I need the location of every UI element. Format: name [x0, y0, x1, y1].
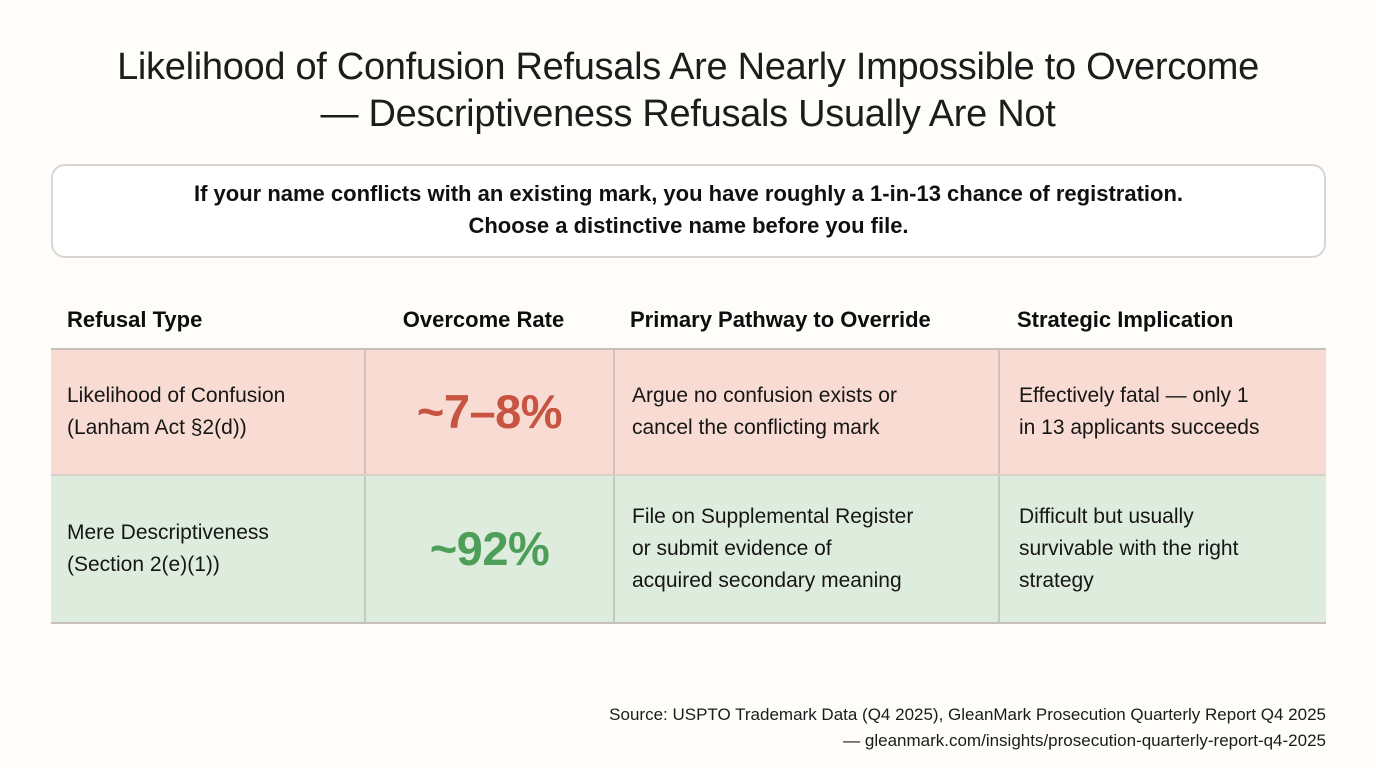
- table-header-row: Refusal Type Overcome Rate Primary Pathw…: [51, 292, 1326, 350]
- implication-cell: Difficult but usually survivable with th…: [998, 476, 1326, 622]
- implication-cell: Effectively fatal — only 1 in 13 applica…: [998, 350, 1326, 474]
- overcome-rate-value: ~92%: [364, 476, 613, 622]
- column-header-strategic-implication: Strategic Implication: [1017, 307, 1234, 332]
- column-header-primary-pathway: Primary Pathway to Override: [630, 307, 931, 332]
- callout-box: If your name conflicts with an existing …: [51, 164, 1326, 258]
- page-title: Likelihood of Confusion Refusals Are Nea…: [117, 46, 1259, 135]
- refusal-type-cell: Likelihood of Confusion (Lanham Act §2(d…: [67, 384, 286, 439]
- column-header-refusal-type: Refusal Type: [67, 307, 203, 332]
- source-attribution: Source: USPTO Trademark Data (Q4 2025), …: [609, 705, 1326, 750]
- refusal-type-cell: Mere Descriptiveness (Section 2(e)(1)): [67, 521, 269, 576]
- refusal-comparison-table: Refusal Type Overcome Rate Primary Pathw…: [51, 292, 1326, 624]
- overcome-rate-value: ~7–8%: [364, 350, 613, 474]
- pathway-cell: Argue no confusion exists or cancel the …: [613, 350, 998, 474]
- table-row-likelihood-of-confusion: Likelihood of Confusion (Lanham Act §2(d…: [51, 350, 1326, 474]
- pathway-cell: File on Supplemental Register or submit …: [613, 476, 998, 622]
- column-header-overcome-rate: Overcome Rate: [402, 307, 565, 332]
- table-row-mere-descriptiveness: Mere Descriptiveness (Section 2(e)(1)) ~…: [51, 474, 1326, 622]
- callout-text: If your name conflicts with an existing …: [193, 181, 1183, 238]
- infographic-page: { "title": { "text": "Likelihood of Conf…: [0, 44, 1376, 768]
